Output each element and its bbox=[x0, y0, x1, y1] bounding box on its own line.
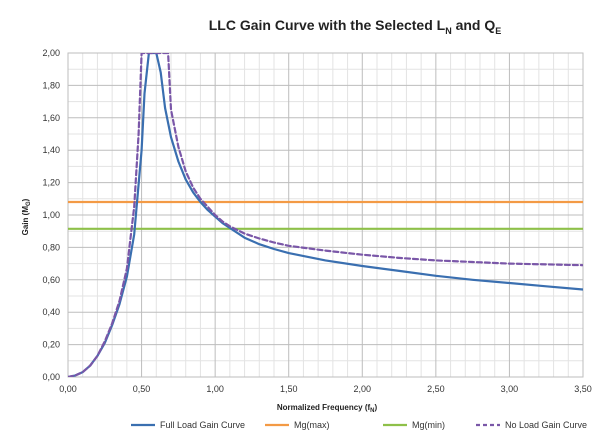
chart-title-sub2: E bbox=[495, 26, 501, 36]
legend-label: No Load Gain Curve bbox=[505, 420, 587, 430]
x-tick-label: 3,00 bbox=[501, 384, 519, 394]
x-axis-title-main: Normalized Frequency (f bbox=[277, 403, 371, 412]
legend-label: Mg(min) bbox=[412, 420, 445, 430]
y-tick-label: 0,40 bbox=[42, 307, 60, 317]
y-tick-label: 1,00 bbox=[42, 210, 60, 220]
y-tick-label: 1,80 bbox=[42, 80, 60, 90]
legend-label: Full Load Gain Curve bbox=[160, 420, 245, 430]
y-axis-title: Gain (MG) bbox=[21, 198, 32, 235]
x-axis-title: Normalized Frequency (fN) bbox=[277, 403, 378, 414]
x-tick-label: 2,00 bbox=[354, 384, 372, 394]
chart-title: LLC Gain Curve with the Selected LN and … bbox=[209, 17, 502, 36]
y-tick-label: 1,40 bbox=[42, 145, 60, 155]
grid-major bbox=[67, 52, 584, 378]
legend-label: Mg(max) bbox=[294, 420, 330, 430]
x-tick-label: 1,00 bbox=[206, 384, 224, 394]
y-tick-label: 0,00 bbox=[42, 372, 60, 382]
y-tick-labels: 0,00 0,20 0,40 0,60 0,80 1,00 1,20 1,40 1,60 1,80… bbox=[42, 48, 60, 382]
x-tick-label: 3,50 bbox=[574, 384, 592, 394]
x-tick-label: 2,50 bbox=[427, 384, 445, 394]
x-tick-label: 0,50 bbox=[133, 384, 151, 394]
y-axis-title-main: Gain (M bbox=[21, 206, 30, 236]
x-axis-title-sub: N bbox=[370, 408, 374, 414]
legend: Full Load Gain Curve Mg(max) Mg(min) No Loa… bbox=[131, 420, 587, 430]
y-axis-title-sub: G bbox=[26, 201, 32, 206]
x-tick-label: 0,00 bbox=[59, 384, 77, 394]
y-tick-label: 1,60 bbox=[42, 113, 60, 123]
y-tick-label: 0,60 bbox=[42, 275, 60, 285]
series-line-no-load-gain-curve bbox=[68, 53, 583, 377]
x-tick-labels: 0,00 0,50 1,00 1,50 2,00 2,50 3,00 3,50 bbox=[59, 384, 592, 394]
y-tick-label: 0,20 bbox=[42, 340, 60, 350]
y-axis-title-end: ) bbox=[21, 198, 30, 201]
series-layer bbox=[68, 53, 583, 377]
chart-title-mid: and Q bbox=[452, 17, 496, 33]
x-tick-label: 1,50 bbox=[280, 384, 298, 394]
x-axis-title-end: ) bbox=[375, 403, 378, 412]
chart-title-sub1: N bbox=[445, 26, 452, 36]
y-tick-label: 2,00 bbox=[42, 48, 60, 58]
y-tick-label: 1,20 bbox=[42, 178, 60, 188]
chart-title-main: LLC Gain Curve with the Selected L bbox=[209, 17, 446, 33]
y-tick-label: 0,80 bbox=[42, 242, 60, 252]
